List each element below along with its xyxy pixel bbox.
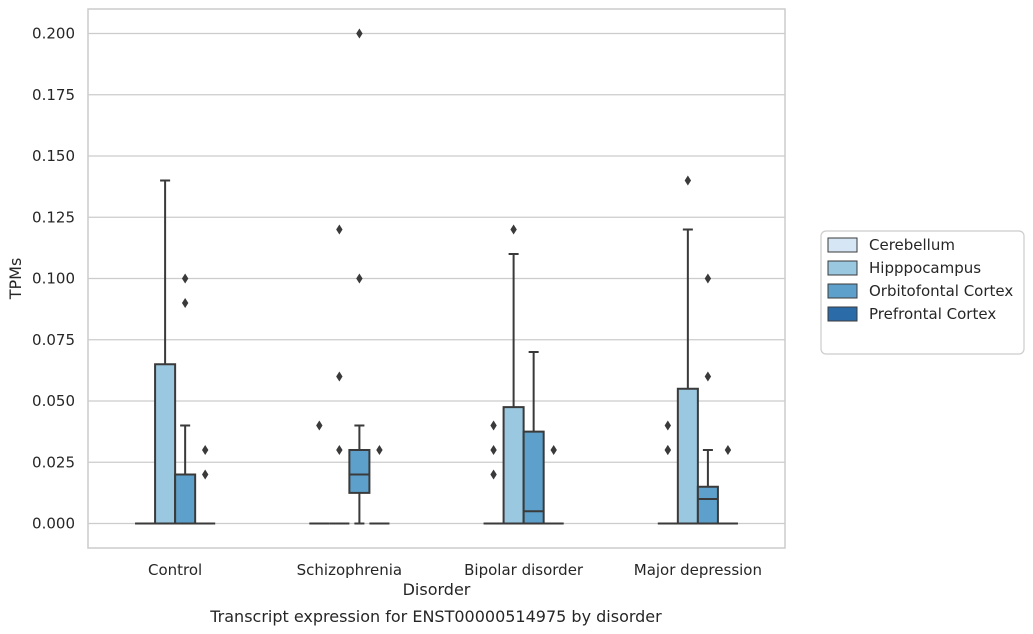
outlier-point [316, 420, 323, 431]
x-axis-ticks: Control Schizophrenia Bipolar disorder Majo… [148, 561, 762, 579]
box-group [309, 420, 330, 525]
x-tick-label: Major depression [634, 561, 762, 579]
box [522, 430, 545, 525]
box-group [696, 273, 719, 525]
outlier-point [181, 273, 189, 284]
boxes [135, 28, 738, 525]
outlier-point [704, 371, 712, 382]
outlier-point [490, 420, 497, 431]
legend: Cerebellum Hipppocampus Orbitofontal Corte… [820, 230, 1025, 355]
outlier-point [336, 445, 343, 455]
x-tick-label: Schizophrenia [297, 561, 402, 579]
y-tick-label: 0.000 [32, 515, 75, 533]
outlier-point [704, 273, 712, 284]
box [348, 449, 371, 494]
box [174, 473, 197, 525]
y-tick-label: 0.050 [32, 392, 75, 410]
box-group [522, 351, 545, 525]
box-group [174, 273, 197, 525]
y-tick-label: 0.075 [32, 331, 75, 349]
outlier-point [664, 445, 672, 455]
outlier-point [684, 175, 692, 186]
outlier-point [181, 298, 189, 308]
box [154, 363, 177, 525]
y-tick-label: 0.200 [32, 25, 75, 43]
box-group [348, 28, 371, 525]
y-tick-label: 0.125 [32, 208, 75, 226]
legend-swatch [827, 260, 858, 276]
x-axis-title: Disorder [403, 580, 471, 599]
y-tick-label: 0.150 [32, 147, 75, 165]
box-group [154, 179, 177, 525]
outlier-point [336, 371, 343, 382]
legend-label: Hipppocampus [869, 259, 981, 277]
y-tick-label: 0.175 [32, 86, 75, 104]
legend-box [820, 230, 1025, 355]
outlier-point [724, 445, 732, 455]
y-tick-label: 0.100 [32, 270, 75, 288]
y-axis-ticks: 0.000 0.025 0.050 0.075 0.100 0.125 0.150 0.175… [32, 25, 75, 533]
box [696, 485, 719, 525]
outlier-point [376, 445, 383, 455]
legend-swatch [827, 283, 858, 299]
outlier-point [201, 469, 209, 480]
box-group [657, 420, 678, 525]
outlier-point [490, 445, 497, 455]
box [502, 406, 525, 525]
outlier-point [356, 28, 363, 39]
outlier-point [356, 273, 363, 284]
box [676, 387, 699, 525]
legend-label: Prefrontal Cortex [869, 305, 996, 323]
outlier-point [490, 469, 497, 480]
legend-label: Orbitofontal Cortex [869, 282, 1013, 300]
x-tick-label: Bipolar disorder [464, 561, 584, 579]
box-group [676, 175, 699, 525]
box-group [543, 445, 564, 525]
x-tick-label: Control [148, 561, 202, 579]
outlier-point [510, 224, 517, 235]
legend-swatch [827, 237, 858, 253]
box-group [483, 420, 504, 525]
box-group [369, 445, 390, 525]
legend-swatch [827, 306, 858, 322]
y-axis-title: TPMs [6, 258, 25, 301]
box-group [195, 445, 216, 525]
outlier-point [550, 445, 557, 455]
box-group [329, 224, 350, 525]
chart-caption: Transcript expression for ENST0000051497… [209, 607, 662, 626]
box-group [717, 445, 738, 525]
legend-label: Cerebellum [869, 236, 955, 254]
outlier-point [336, 224, 343, 235]
y-tick-label: 0.025 [32, 453, 75, 471]
outlier-point [201, 445, 209, 455]
outlier-point [664, 420, 672, 431]
